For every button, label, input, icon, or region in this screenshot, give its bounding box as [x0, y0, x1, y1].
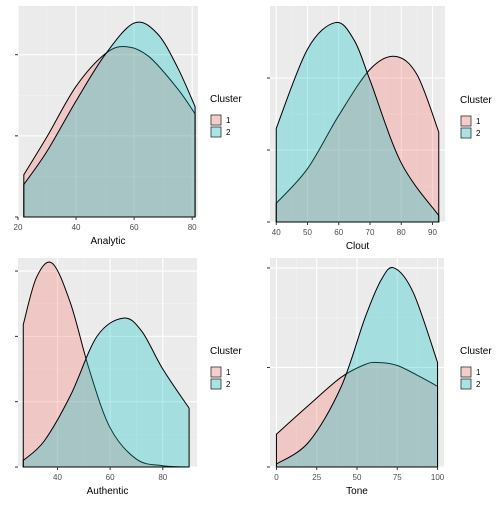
- legend: Cluster 1 2: [210, 94, 242, 138]
- x-tick-label: 20: [14, 223, 23, 232]
- legend-key-bg: [460, 378, 472, 390]
- legend: Cluster 1 2: [460, 95, 492, 139]
- legend-label: 2: [476, 129, 481, 138]
- density-area-cluster-1: [23, 46, 196, 218]
- legend: Cluster 1 2: [460, 346, 492, 390]
- density-area-cluster-1: [275, 55, 440, 223]
- legend-title: Cluster: [210, 346, 242, 357]
- density-area-cluster-1: [22, 261, 190, 468]
- x-tick-label: 25: [312, 473, 321, 482]
- plot-panel: [18, 6, 198, 217]
- legend-label: 1: [226, 368, 231, 377]
- x-tick-label: 60: [106, 473, 115, 482]
- x-tick-label: 80: [397, 228, 406, 237]
- x-tick-label: 40: [272, 228, 281, 237]
- x-tick-label: 50: [353, 473, 362, 482]
- chart-panel-3: 40 60 80 Authentic Cluster 1 2: [15, 258, 242, 497]
- legend-label: 1: [226, 116, 231, 125]
- x-tick-label: 0: [274, 473, 279, 482]
- x-axis-title: Authentic: [87, 486, 129, 497]
- plot-panel: [18, 258, 197, 467]
- x-tick-label: 40: [72, 223, 81, 232]
- legend-title: Cluster: [460, 95, 492, 106]
- legend-key-bg: [460, 127, 472, 139]
- legend-key-cluster-1: [210, 114, 222, 126]
- legend-key-cluster-2: [460, 127, 472, 139]
- legend-key-bg: [460, 115, 472, 127]
- density-area-cluster-2: [23, 21, 196, 218]
- x-tick-label: 60: [334, 228, 343, 237]
- x-tick-label: 90: [428, 228, 437, 237]
- chart-panel-2: 40 50 60 70 80 90 Clout Cluster 1 2: [267, 6, 492, 252]
- x-tick-label: 100: [431, 473, 445, 482]
- legend-key-cluster-1: [210, 366, 222, 378]
- legend-key-bg: [210, 126, 222, 138]
- x-tick-label: 75: [393, 473, 402, 482]
- legend-label: 2: [226, 128, 231, 137]
- x-tick-label: 80: [188, 223, 197, 232]
- legend-key-cluster-1: [460, 115, 472, 127]
- legend-label: 2: [226, 380, 231, 389]
- x-tick-label: 80: [158, 473, 167, 482]
- x-tick-label: 40: [53, 473, 62, 482]
- chart-panel-4: 0 25 50 75 100 Tone Cluster 1 2: [267, 258, 492, 497]
- legend-key-bg: [460, 366, 472, 378]
- x-axis-title: Clout: [346, 241, 370, 252]
- density-area-cluster-2: [275, 267, 439, 468]
- legend-label: 1: [476, 368, 481, 377]
- legend-label: 2: [476, 380, 481, 389]
- x-tick-label: 50: [303, 228, 312, 237]
- legend-key-cluster-2: [460, 378, 472, 390]
- legend-label: 1: [476, 117, 481, 126]
- legend-key-cluster-2: [210, 378, 222, 390]
- legend-key-cluster-1: [460, 366, 472, 378]
- x-axis-title: Tone: [346, 486, 368, 497]
- legend-key-bg: [210, 114, 222, 126]
- density-area-cluster-2: [275, 22, 440, 223]
- x-axis-title: Analytic: [90, 236, 125, 247]
- legend-title: Cluster: [460, 346, 492, 357]
- legend-key-bg: [210, 366, 222, 378]
- x-tick-label: 70: [366, 228, 375, 237]
- x-tick-label: 60: [130, 223, 139, 232]
- density-area-cluster-2: [22, 317, 190, 468]
- legend-title: Cluster: [210, 94, 242, 105]
- density-area-cluster-1: [275, 361, 439, 468]
- legend-key-bg: [210, 378, 222, 390]
- legend: Cluster 1 2: [210, 346, 242, 390]
- chart-panel-1: 20 40 60 80 Analytic Cluster 1 2: [14, 6, 242, 247]
- legend-key-cluster-2: [210, 126, 222, 138]
